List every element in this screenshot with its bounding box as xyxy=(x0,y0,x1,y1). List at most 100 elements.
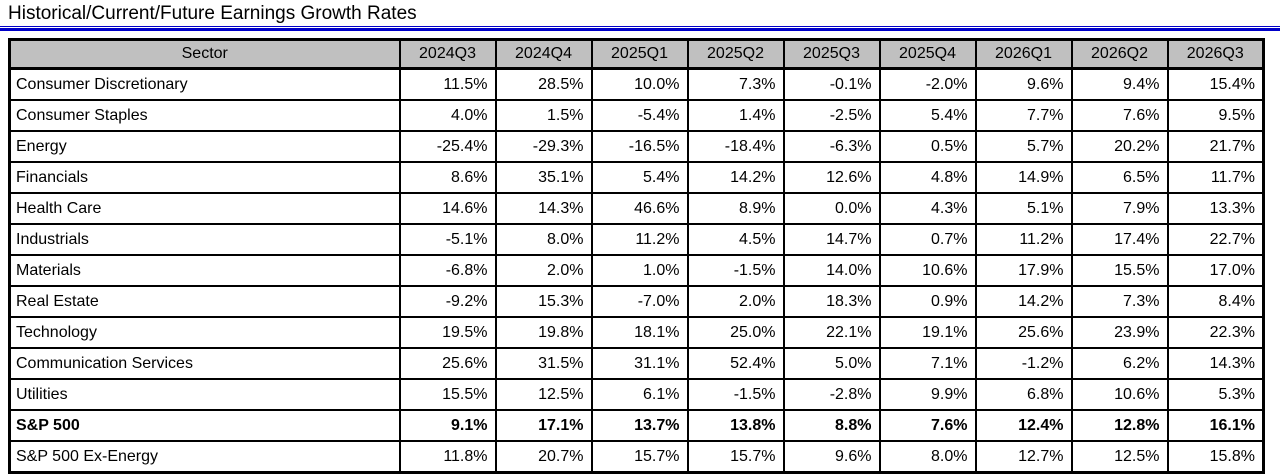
value-cell: 13.7% xyxy=(590,409,689,442)
table-row: Energy -25.4% -29.3% -16.5% -18.4% -6.3% 0.5% 5… xyxy=(8,130,1265,163)
value-cell: 15.7% xyxy=(590,440,689,474)
value-cell: 1.5% xyxy=(494,99,593,132)
value-cell: 46.6% xyxy=(590,192,689,225)
earnings-growth-table: Sector 2024Q3 2024Q4 2025Q1 2025Q2 2025Q3 2025… xyxy=(8,38,1265,474)
value-cell: -2.5% xyxy=(782,99,881,132)
quarter-column-header: 2025Q4 xyxy=(878,38,977,70)
value-cell: 5.4% xyxy=(590,161,689,194)
table-row: S&P 500 Ex-Energy 11.8% 20.7% 15.7% 15.7% 9.6… xyxy=(8,440,1265,474)
value-cell: 31.1% xyxy=(590,347,689,380)
value-cell: 5.1% xyxy=(974,192,1073,225)
value-cell: 12.5% xyxy=(1070,440,1169,474)
value-cell: 11.7% xyxy=(1166,161,1265,194)
table-row: Communication Services 25.6% 31.5% 31.1% 52.… xyxy=(8,347,1265,380)
value-cell: -25.4% xyxy=(398,130,497,163)
value-cell: 6.5% xyxy=(1070,161,1169,194)
value-cell: 8.0% xyxy=(878,440,977,474)
quarter-column-header: 2025Q1 xyxy=(590,38,689,70)
table-row: Real Estate -9.2% 15.3% -7.0% 2.0% 18.3% 0.9% 1… xyxy=(8,285,1265,318)
value-cell: -16.5% xyxy=(590,130,689,163)
value-cell: 7.3% xyxy=(1070,285,1169,318)
value-cell: 28.5% xyxy=(494,67,593,101)
value-cell: 18.1% xyxy=(590,316,689,349)
value-cell: 7.3% xyxy=(686,67,785,101)
value-cell: 8.6% xyxy=(398,161,497,194)
value-cell: 15.5% xyxy=(398,378,497,411)
value-cell: -1.2% xyxy=(974,347,1073,380)
value-cell: 12.8% xyxy=(1070,409,1169,442)
value-cell: 14.2% xyxy=(974,285,1073,318)
value-cell: 13.3% xyxy=(1166,192,1265,225)
value-cell: 19.1% xyxy=(878,316,977,349)
value-cell: 15.8% xyxy=(1166,440,1265,474)
value-cell: 12.4% xyxy=(974,409,1073,442)
value-cell: 14.9% xyxy=(974,161,1073,194)
value-cell: 7.6% xyxy=(878,409,977,442)
value-cell: 8.4% xyxy=(1166,285,1265,318)
value-cell: 4.5% xyxy=(686,223,785,256)
value-cell: 11.8% xyxy=(398,440,497,474)
page-title: Historical/Current/Future Earnings Growt… xyxy=(8,3,417,24)
value-cell: 17.9% xyxy=(974,254,1073,287)
value-cell: 14.7% xyxy=(782,223,881,256)
sector-cell: Communication Services xyxy=(8,347,401,380)
sector-cell: Energy xyxy=(8,130,401,163)
value-cell: -1.5% xyxy=(686,254,785,287)
table-row: Industrials -5.1% 8.0% 11.2% 4.5% 14.7% 0.7% 11… xyxy=(8,223,1265,256)
value-cell: 17.1% xyxy=(494,409,593,442)
header-row: Sector 2024Q3 2024Q4 2025Q1 2025Q2 2025Q3 2025… xyxy=(8,38,1265,70)
sector-cell: Technology xyxy=(8,316,401,349)
value-cell: -9.2% xyxy=(398,285,497,318)
value-cell: 1.0% xyxy=(590,254,689,287)
quarter-column-header: 2024Q3 xyxy=(398,38,497,70)
sector-cell: Consumer Discretionary xyxy=(8,67,401,101)
value-cell: 9.4% xyxy=(1070,67,1169,101)
table-row: Financials 8.6% 35.1% 5.4% 14.2% 12.6% 4.8% 14.… xyxy=(8,161,1265,194)
value-cell: 10.6% xyxy=(1070,378,1169,411)
table-body: Consumer Discretionary 11.5% 28.5% 10.0% 7.3… xyxy=(8,67,1265,474)
value-cell: 2.0% xyxy=(686,285,785,318)
value-cell: 0.5% xyxy=(878,130,977,163)
value-cell: 13.8% xyxy=(686,409,785,442)
value-cell: 11.2% xyxy=(974,223,1073,256)
value-cell: 7.9% xyxy=(1070,192,1169,225)
value-cell: 14.2% xyxy=(686,161,785,194)
sector-cell: Materials xyxy=(8,254,401,287)
quarter-column-header: 2025Q3 xyxy=(782,38,881,70)
value-cell: 5.3% xyxy=(1166,378,1265,411)
sector-cell: Utilities xyxy=(8,378,401,411)
value-cell: 1.4% xyxy=(686,99,785,132)
value-cell: 15.4% xyxy=(1166,67,1265,101)
table-row: S&P 500 9.1% 17.1% 13.7% 13.8% 8.8% 7.6% 12.4% 1… xyxy=(8,409,1265,442)
sector-cell: Financials xyxy=(8,161,401,194)
sector-cell: S&P 500 xyxy=(8,409,401,442)
value-cell: 7.7% xyxy=(974,99,1073,132)
value-cell: 10.0% xyxy=(590,67,689,101)
value-cell: 0.7% xyxy=(878,223,977,256)
value-cell: 25.6% xyxy=(398,347,497,380)
quarter-column-header: 2026Q1 xyxy=(974,38,1073,70)
value-cell: 6.2% xyxy=(1070,347,1169,380)
value-cell: 18.3% xyxy=(782,285,881,318)
value-cell: 12.5% xyxy=(494,378,593,411)
value-cell: -6.8% xyxy=(398,254,497,287)
value-cell: 23.9% xyxy=(1070,316,1169,349)
value-cell: 6.8% xyxy=(974,378,1073,411)
value-cell: 19.5% xyxy=(398,316,497,349)
sector-cell: Consumer Staples xyxy=(8,99,401,132)
value-cell: 20.2% xyxy=(1070,130,1169,163)
value-cell: -2.0% xyxy=(878,67,977,101)
value-cell: 4.8% xyxy=(878,161,977,194)
value-cell: 7.6% xyxy=(1070,99,1169,132)
value-cell: -5.4% xyxy=(590,99,689,132)
sector-cell: Health Care xyxy=(8,192,401,225)
quarter-column-header: 2026Q2 xyxy=(1070,38,1169,70)
value-cell: 0.9% xyxy=(878,285,977,318)
value-cell: 11.2% xyxy=(590,223,689,256)
value-cell: 15.7% xyxy=(686,440,785,474)
value-cell: 25.0% xyxy=(686,316,785,349)
table-row: Utilities 15.5% 12.5% 6.1% -1.5% -2.8% 9.9% 6.8… xyxy=(8,378,1265,411)
value-cell: 16.1% xyxy=(1166,409,1265,442)
value-cell: 7.1% xyxy=(878,347,977,380)
value-cell: -6.3% xyxy=(782,130,881,163)
